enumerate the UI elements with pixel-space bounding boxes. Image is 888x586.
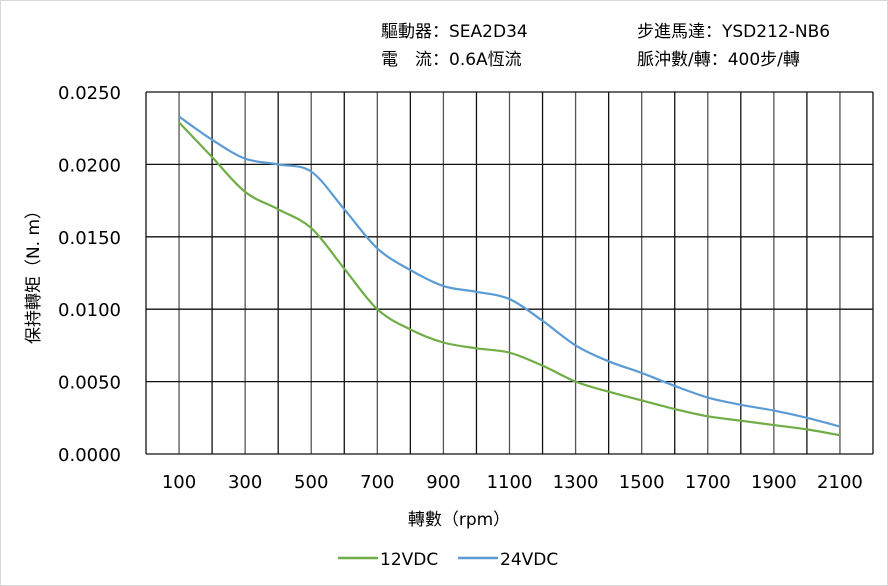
x-tick-label: 100 <box>162 472 196 493</box>
x-tick-label: 1700 <box>685 472 731 493</box>
series-line-12VDC <box>178 121 841 437</box>
y-tick-label: 0.0050 <box>58 373 121 394</box>
series-line-24VDC <box>178 115 841 428</box>
pulses-label: 脈沖數/轉：400步/轉 <box>637 50 800 70</box>
x-tick-label: 1900 <box>751 472 797 493</box>
y-tick-label: 0.0150 <box>58 228 121 249</box>
y-tick-label: 0.0250 <box>58 83 121 104</box>
current-label: 電 流：0.6A恆流 <box>381 50 522 70</box>
x-tick-label: 500 <box>294 472 328 493</box>
y-tick-label: 0.0200 <box>58 155 121 176</box>
x-tick-label: 300 <box>228 472 262 493</box>
x-tick-label: 1100 <box>487 472 533 493</box>
y-axis-label: 保持轉矩（N. m） <box>24 202 44 344</box>
motor-label: 步進馬達：YSD212-NB6 <box>637 22 831 42</box>
x-tick-label: 1300 <box>553 472 599 493</box>
legend-label-24VDC: 24VDC <box>500 550 558 570</box>
y-tick-label: 0.0100 <box>58 300 121 321</box>
x-tick-label: 2100 <box>817 472 863 493</box>
x-tick-label: 900 <box>426 472 460 493</box>
driver-label: 驅動器：SEA2D34 <box>381 22 528 42</box>
x-tick-label: 1500 <box>619 472 665 493</box>
x-tick-label: 700 <box>360 472 394 493</box>
x-axis-label: 轉數（rpm） <box>408 510 510 530</box>
legend-label-12VDC: 12VDC <box>380 550 438 570</box>
y-tick-label: 0.0000 <box>58 445 121 466</box>
